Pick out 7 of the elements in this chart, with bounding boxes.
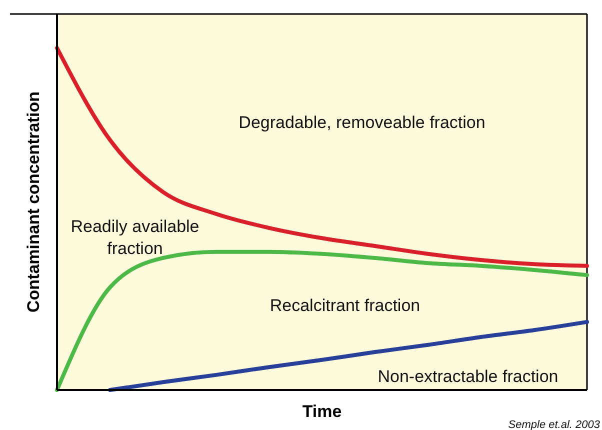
annotation: Recalcitrant fraction — [270, 296, 420, 315]
annotation: Non-extractable fraction — [378, 367, 558, 386]
y-axis-title: Contaminant concentration — [24, 91, 43, 313]
annotation: Degradable, removeable fraction — [238, 113, 486, 132]
text: Semple et.al. 2003 — [508, 419, 601, 430]
annotation: Readily available fraction — [70, 217, 200, 258]
x-axis-title: Time — [302, 402, 342, 421]
